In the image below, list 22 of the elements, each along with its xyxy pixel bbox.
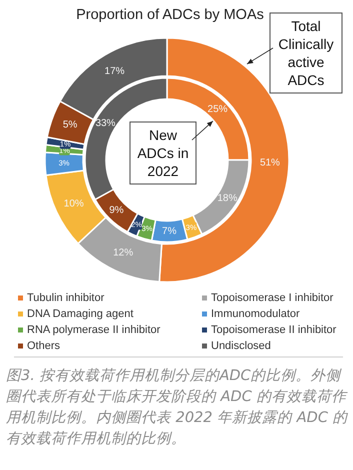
data-label: 9% (109, 205, 124, 216)
legend-label: Topoisomerase I inhibitor (211, 292, 334, 304)
legend-label: Tubulin inhibitor (27, 292, 105, 304)
data-label: 17% (104, 66, 125, 77)
slice-label: New ADCs in 2022 (137, 127, 189, 179)
data-label: 10% (64, 198, 84, 210)
data-label: 25% (208, 104, 228, 115)
slice-label: Total Clinically active ADCs (278, 18, 334, 88)
chart-title: Proportion of ADCs by MOAs (76, 7, 264, 23)
legend-label: Others (27, 340, 61, 352)
legend-label: Undisclosed (211, 340, 271, 352)
legend-label: RNA polymerase II inhibitor (27, 324, 161, 336)
data-label: 12% (113, 248, 134, 259)
data-label: 33% (95, 118, 116, 130)
legend-label: Immunomodulator (211, 308, 300, 320)
legend-label: DNA Damaging agent (27, 308, 134, 320)
data-label: 18% (217, 192, 238, 204)
data-label: 7% (162, 226, 177, 237)
caption: 图3. 按有效载荷作用机制分层的ADC的比例。外侧圈代表所有处于临床开发阶段的 ADC 的有效载荷作用机制比例。内侧圈代表 2022 年新披露的 ADC 的有效载荷作用机制的比例。 (6, 367, 348, 449)
data-label: 51% (260, 158, 280, 169)
data-label: 5% (62, 120, 78, 131)
legend-label: Topoisomerase II inhibitor (211, 324, 337, 336)
